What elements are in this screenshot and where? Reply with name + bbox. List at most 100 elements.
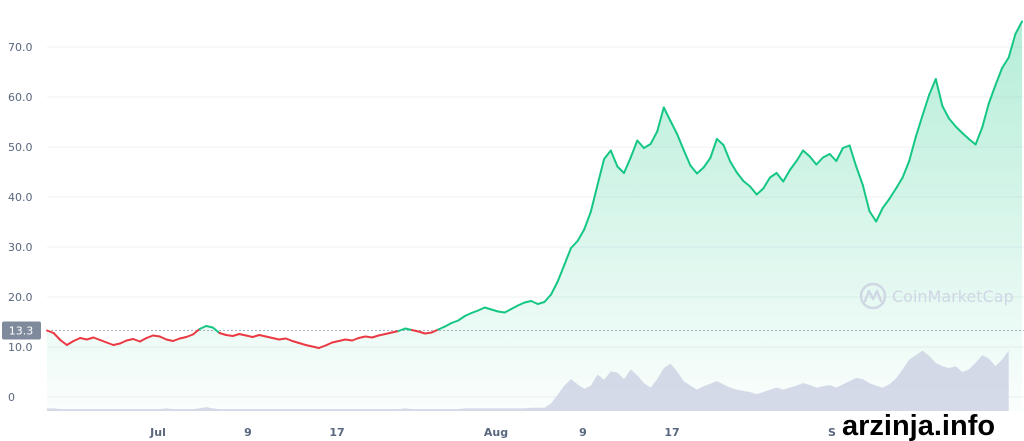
price-line-segment xyxy=(981,102,990,129)
price-line-segment xyxy=(875,207,884,223)
price-line-segment xyxy=(755,187,765,196)
x-tick-label: S xyxy=(828,426,836,439)
price-line-segment xyxy=(205,325,214,329)
price-line-segment xyxy=(463,312,473,317)
price-line-segment xyxy=(59,339,68,346)
price-line-segment xyxy=(583,210,592,231)
price-line-segment xyxy=(132,338,141,343)
price-line-segment xyxy=(483,306,493,311)
price-line-segment xyxy=(417,330,427,335)
price-line-segment xyxy=(304,344,314,348)
price-line-segment xyxy=(556,264,566,283)
price-line-segment xyxy=(841,144,851,149)
price-line-segment xyxy=(967,138,977,146)
price-line-segment xyxy=(172,337,181,342)
price-line-segment xyxy=(788,160,798,171)
price-line-segment xyxy=(503,308,513,314)
price-line-segment xyxy=(165,338,174,342)
price-line-segment xyxy=(516,301,526,307)
y-axis: 70.0 60.0 50.0 40.0 30.0 20.0 10.0 0 xyxy=(8,41,33,404)
price-line-segment xyxy=(231,333,241,337)
price-line-segment xyxy=(65,340,75,346)
x-axis: Jul 9 17 Aug 9 17 S xyxy=(149,426,836,439)
price-line-segment xyxy=(211,326,221,334)
y-tick-label: 10.0 xyxy=(8,341,33,354)
price-line-segment xyxy=(284,337,294,342)
price-line-segment xyxy=(669,120,679,135)
price-line-segment xyxy=(185,333,194,338)
price-line-segment xyxy=(994,67,1004,86)
price-line-segment xyxy=(948,117,957,128)
price-line-segment xyxy=(735,171,745,182)
price-line-segment xyxy=(636,139,645,149)
price-line-segment xyxy=(264,335,274,339)
price-line-segment xyxy=(603,149,612,160)
price-line-segment xyxy=(258,334,267,338)
price-line-segment xyxy=(344,338,354,342)
price-line-segment xyxy=(689,164,698,175)
price-line-segment xyxy=(576,228,586,242)
price-line-segment xyxy=(914,114,924,138)
price-line-segment xyxy=(974,126,984,146)
price-line-segment xyxy=(656,106,665,133)
x-tick-label: Aug xyxy=(484,426,508,439)
volume-area xyxy=(47,350,1009,411)
price-line xyxy=(46,20,1023,349)
y-tick-label: 60.0 xyxy=(8,91,33,104)
price-line-segment xyxy=(278,337,287,341)
price-line-segment xyxy=(331,340,340,344)
price-line-segment xyxy=(895,176,904,190)
price-line-segment xyxy=(470,309,480,314)
price-line-segment xyxy=(444,322,453,328)
price-line-segment xyxy=(954,125,964,134)
price-line-segment xyxy=(324,341,334,347)
coinmarketcap-watermark: CoinMarketCap xyxy=(859,282,1014,310)
x-tick-label: Jul xyxy=(149,426,166,439)
price-line-segment xyxy=(410,329,420,333)
price-line-segment xyxy=(337,338,347,342)
y-tick-label: 0 xyxy=(8,391,15,404)
price-line-segment xyxy=(623,156,632,174)
price-line-segment xyxy=(629,139,639,159)
price-line-segment xyxy=(523,300,533,304)
price-line-segment xyxy=(609,149,619,168)
price-line-segment xyxy=(46,329,55,334)
volume-area-path xyxy=(47,350,1009,411)
price-line-segment xyxy=(404,327,413,331)
price-line-segment xyxy=(79,337,88,341)
price-line-segment xyxy=(589,184,599,213)
price-line-segment xyxy=(881,198,891,209)
price-line-segment xyxy=(682,149,692,167)
price-line-segment xyxy=(642,143,652,149)
price-line-segment xyxy=(85,336,95,341)
price-line-segment xyxy=(225,334,234,337)
x-tick-label: 17 xyxy=(329,426,344,439)
x-tick-label: 9 xyxy=(244,426,252,439)
price-line-segment xyxy=(868,210,878,223)
price-line-segment xyxy=(138,337,148,343)
price-line-segment xyxy=(251,334,261,338)
y-tick-label: 20.0 xyxy=(8,291,33,304)
current-price-label: 13.3 xyxy=(9,325,34,338)
price-line-segment xyxy=(536,301,546,305)
price-line-segment xyxy=(861,184,871,212)
price-line-segment xyxy=(729,160,738,174)
price-line-segment xyxy=(808,155,818,166)
price-line-segment xyxy=(357,335,367,339)
price-line-segment xyxy=(941,105,950,120)
price-line-segment xyxy=(696,166,705,175)
current-price-tag: 13.3 xyxy=(2,321,41,340)
price-line-segment xyxy=(291,340,300,344)
price-line-segment xyxy=(934,78,944,107)
price-line-segment xyxy=(245,334,254,338)
price-line-segment xyxy=(715,138,725,146)
coinmarketcap-logo-icon xyxy=(859,282,887,310)
price-line-segment xyxy=(145,334,155,339)
price-line-segment xyxy=(762,176,771,190)
price-line-segment xyxy=(908,135,917,162)
price-line-segment xyxy=(397,327,407,332)
price-line-segment xyxy=(815,156,824,166)
price-line-segment xyxy=(457,315,466,322)
price-line-segment xyxy=(563,247,572,266)
price-area-fill xyxy=(47,21,1022,411)
